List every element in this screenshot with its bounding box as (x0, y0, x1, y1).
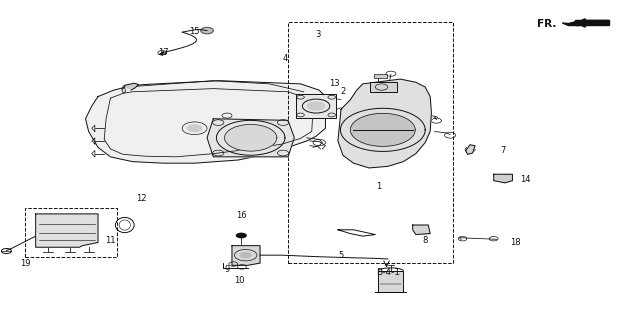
Bar (371, 82, 396, 92)
Polygon shape (413, 225, 430, 235)
Polygon shape (232, 246, 260, 265)
Polygon shape (225, 124, 277, 151)
Polygon shape (338, 79, 431, 168)
Bar (379, 271, 403, 292)
Text: 9: 9 (225, 265, 230, 274)
Polygon shape (466, 145, 475, 154)
Text: 17: 17 (158, 48, 169, 57)
Polygon shape (124, 83, 137, 89)
Text: 1: 1 (376, 182, 381, 191)
Text: 11: 11 (105, 236, 116, 245)
Circle shape (307, 101, 326, 111)
Text: 8: 8 (423, 236, 428, 245)
Circle shape (187, 124, 203, 132)
Polygon shape (86, 81, 326, 163)
Polygon shape (494, 174, 513, 183)
Bar (288, 22, 453, 263)
Text: 18: 18 (510, 238, 521, 247)
Text: 14: 14 (520, 174, 530, 184)
Circle shape (56, 225, 78, 236)
Bar (25, 208, 117, 257)
Text: 19: 19 (20, 259, 30, 268)
Text: FR.: FR. (536, 19, 556, 28)
Text: 10: 10 (234, 276, 245, 285)
Polygon shape (562, 20, 580, 26)
Polygon shape (575, 20, 609, 26)
Polygon shape (575, 20, 609, 25)
Circle shape (236, 233, 247, 238)
Text: 12: 12 (136, 194, 147, 203)
Text: 13: 13 (329, 79, 340, 88)
Text: 5: 5 (339, 251, 344, 260)
Text: 7: 7 (500, 146, 506, 155)
Polygon shape (351, 113, 415, 146)
Bar (296, 94, 336, 118)
Text: B-4-1: B-4-1 (376, 268, 400, 277)
Text: 4: 4 (282, 54, 287, 63)
Polygon shape (36, 214, 98, 247)
Polygon shape (201, 28, 213, 34)
Text: 6: 6 (120, 86, 126, 95)
Polygon shape (207, 119, 294, 157)
Text: 15: 15 (189, 27, 200, 36)
Text: 16: 16 (236, 211, 247, 220)
Text: 2: 2 (341, 87, 346, 96)
Bar (374, 74, 386, 78)
Text: 3: 3 (316, 30, 321, 39)
Circle shape (240, 252, 252, 258)
